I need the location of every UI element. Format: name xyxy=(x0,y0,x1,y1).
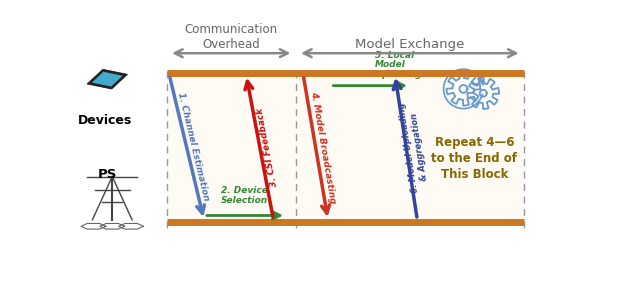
Text: 1. Channel Estimation: 1. Channel Estimation xyxy=(176,92,211,202)
Text: Model Exchange: Model Exchange xyxy=(355,38,465,51)
Text: PS: PS xyxy=(97,168,117,181)
Text: 5. Local
Model
Updating: 5. Local Model Updating xyxy=(375,51,422,79)
Text: Repeat 4—6
to the End of
This Block: Repeat 4—6 to the End of This Block xyxy=(431,136,517,181)
Bar xyxy=(87,69,127,89)
Text: 3. CSI Feedback: 3. CSI Feedback xyxy=(255,107,278,187)
Bar xyxy=(167,73,524,222)
Text: 2. Device
Selection: 2. Device Selection xyxy=(221,186,269,205)
Text: 6. Model Uploading
& Aggregation: 6. Model Uploading & Aggregation xyxy=(397,101,431,194)
Text: 4. Model Broadcasting: 4. Model Broadcasting xyxy=(308,90,337,204)
Text: Communication
Overhead: Communication Overhead xyxy=(185,23,278,51)
Bar xyxy=(92,72,123,87)
Text: Devices: Devices xyxy=(77,114,132,127)
